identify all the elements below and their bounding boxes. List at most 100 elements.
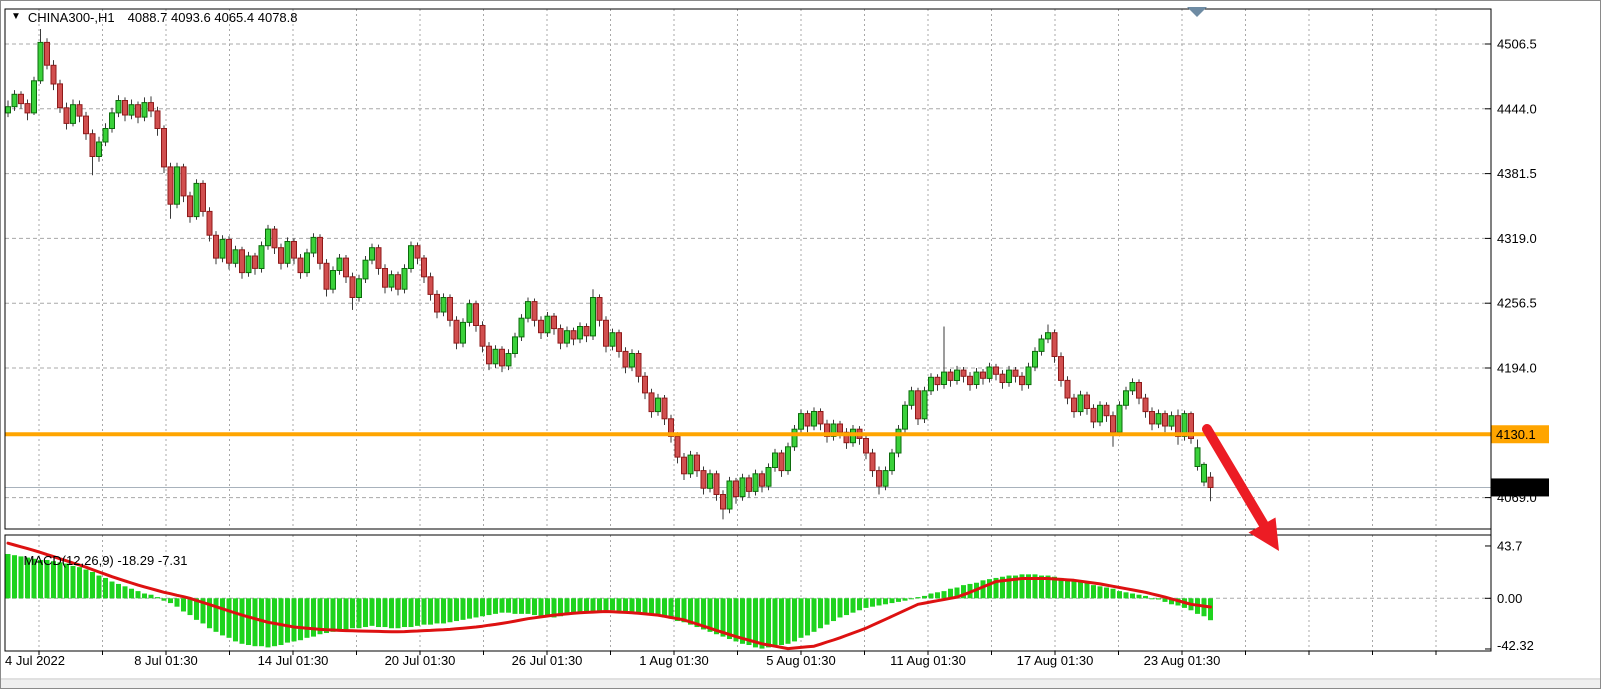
macd-histogram-bar bbox=[564, 598, 570, 616]
candle bbox=[739, 473, 746, 501]
macd-histogram-bar bbox=[1039, 575, 1044, 599]
macd-histogram-bar bbox=[1006, 575, 1012, 599]
candle bbox=[1012, 367, 1019, 383]
candle bbox=[44, 38, 50, 70]
macd-histogram-bar bbox=[330, 598, 336, 632]
price-axis-label: 4319.0 bbox=[1497, 231, 1537, 246]
candle bbox=[310, 233, 317, 258]
candle bbox=[174, 162, 180, 209]
macd-histogram-bar bbox=[941, 591, 947, 599]
candle bbox=[648, 388, 655, 418]
candle bbox=[947, 369, 954, 387]
candle bbox=[1064, 376, 1071, 405]
macd-histogram-bar bbox=[896, 598, 901, 602]
candle bbox=[141, 97, 148, 122]
candle bbox=[1168, 411, 1175, 431]
macd-histogram-bar bbox=[753, 598, 758, 648]
candle bbox=[830, 419, 837, 441]
time-axis-label: 23 Aug 01:30 bbox=[1144, 653, 1221, 668]
candle bbox=[655, 393, 661, 416]
macd-histogram-bar bbox=[525, 598, 531, 614]
candle bbox=[167, 162, 174, 219]
macd-histogram-bar bbox=[649, 598, 654, 614]
candle bbox=[148, 96, 154, 118]
macd-histogram-bar bbox=[532, 598, 537, 616]
candle bbox=[258, 241, 265, 273]
macd-histogram-bar bbox=[473, 598, 479, 618]
candle bbox=[635, 350, 642, 383]
candle bbox=[356, 274, 362, 302]
macd-histogram bbox=[5, 553, 1213, 649]
macd-histogram-bar bbox=[142, 593, 147, 599]
candle bbox=[440, 293, 447, 317]
macd-histogram-bar bbox=[259, 598, 264, 647]
macd-histogram-bar bbox=[642, 598, 648, 614]
candle bbox=[161, 125, 167, 174]
candle bbox=[323, 259, 330, 297]
macd-histogram-bar bbox=[161, 598, 167, 601]
macd-histogram-bar bbox=[5, 553, 11, 599]
macd-histogram-bar bbox=[129, 588, 134, 599]
candle bbox=[694, 452, 700, 477]
macd-histogram-bar bbox=[876, 598, 882, 606]
macd-histogram-bar bbox=[584, 598, 589, 613]
candle bbox=[999, 370, 1006, 389]
macd-histogram-bar bbox=[1117, 591, 1122, 599]
candle bbox=[1207, 472, 1214, 502]
symbol-dropdown-icon[interactable]: ▼ bbox=[11, 11, 21, 22]
candle bbox=[603, 316, 609, 353]
symbol-timeframe-label: CHINA300-,H1 bbox=[27, 10, 115, 25]
candle bbox=[362, 256, 369, 283]
candle bbox=[232, 245, 239, 268]
macd-histogram-bar bbox=[506, 598, 511, 613]
macd-histogram-bar bbox=[31, 558, 37, 599]
macd-histogram-bar bbox=[961, 585, 966, 599]
candle bbox=[1103, 402, 1110, 422]
candle bbox=[882, 466, 889, 491]
candle bbox=[707, 469, 713, 493]
candle bbox=[154, 106, 161, 136]
chart-title-bar: ▼ CHINA300-,H1 4088.7 4093.6 4065.4 4078… bbox=[11, 10, 298, 25]
macd-histogram-bar bbox=[909, 598, 914, 600]
candle bbox=[525, 297, 531, 323]
macd-histogram-bar bbox=[980, 580, 986, 599]
candle bbox=[681, 453, 687, 480]
macd-histogram-bar bbox=[610, 598, 615, 611]
candle bbox=[869, 448, 876, 477]
candle bbox=[304, 248, 310, 277]
candle bbox=[980, 369, 986, 385]
candle bbox=[557, 324, 564, 350]
macd-histogram-bar bbox=[1104, 587, 1109, 599]
macd-histogram-bar bbox=[298, 598, 303, 641]
macd-histogram-bar bbox=[616, 598, 622, 612]
candle bbox=[193, 179, 200, 220]
macd-histogram-bar bbox=[785, 598, 791, 644]
macd-histogram-bar bbox=[64, 563, 69, 599]
macd-histogram-bar bbox=[1045, 575, 1051, 599]
candle bbox=[668, 414, 674, 443]
candle bbox=[733, 477, 739, 504]
candle bbox=[239, 246, 245, 279]
macd-histogram-bar bbox=[18, 556, 24, 599]
candle bbox=[934, 374, 941, 391]
candle bbox=[908, 386, 915, 410]
macd-histogram-bar bbox=[174, 598, 180, 607]
candle bbox=[798, 409, 804, 434]
macd-histogram-bar bbox=[863, 598, 869, 608]
time-axis-label: 4 Jul 2022 bbox=[5, 653, 65, 668]
macd-histogram-bar bbox=[1149, 598, 1155, 600]
macd-histogram-bar bbox=[135, 591, 141, 599]
candle bbox=[895, 425, 902, 458]
candle bbox=[570, 327, 577, 346]
candle bbox=[674, 432, 681, 464]
macd-histogram-bar bbox=[428, 598, 433, 625]
candle bbox=[291, 238, 297, 265]
chart-shift-marker-icon[interactable] bbox=[1187, 7, 1207, 17]
candle bbox=[1025, 362, 1032, 389]
macd-histogram-bar bbox=[278, 598, 284, 646]
macd-histogram-bar bbox=[551, 598, 557, 618]
macd-histogram-bar bbox=[447, 598, 453, 623]
macd-histogram-bar bbox=[57, 562, 63, 599]
